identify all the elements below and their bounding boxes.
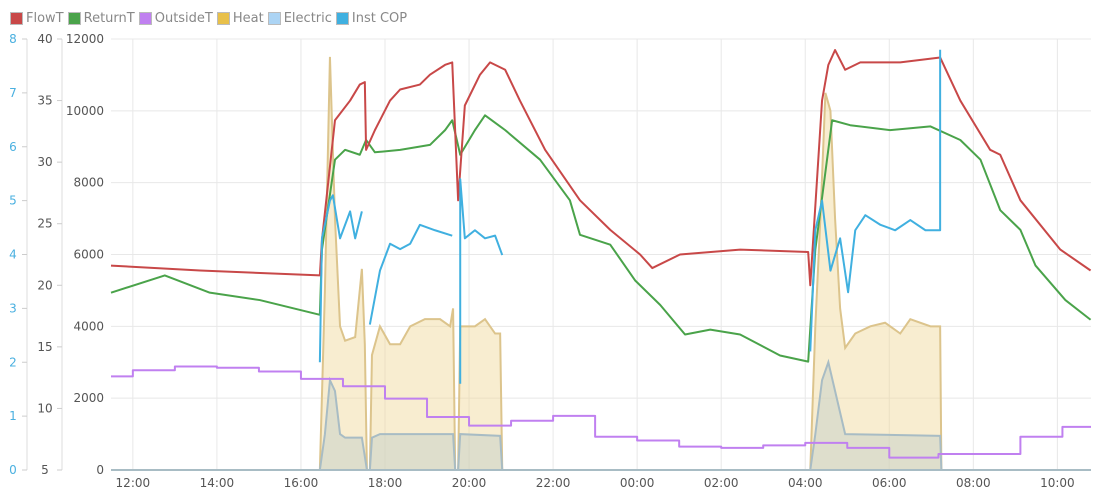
legend-label: Electric — [283, 11, 332, 26]
legend-item-returnt[interactable]: ReturnT — [67, 11, 135, 26]
legend-item-outsidet[interactable]: OutsideT — [138, 11, 213, 26]
temp-tick-label: 5 — [41, 463, 49, 477]
legend-swatch — [335, 12, 349, 25]
temp-tick-label: 15 — [37, 340, 52, 354]
x-tick-label: 16:00 — [284, 476, 319, 490]
cop-tick-label: 3 — [9, 301, 17, 315]
legend-label: OutsideT — [154, 11, 213, 26]
cop-tick-label: 1 — [9, 409, 17, 423]
temp-tick-label: 35 — [37, 94, 52, 108]
legend-label: Inst COP — [351, 11, 408, 26]
x-tick-label: 12:00 — [116, 476, 151, 490]
cop-tick-label: 4 — [9, 248, 17, 262]
cop-tick-label: 8 — [9, 32, 17, 46]
x-tick-label: 10:00 — [1040, 476, 1075, 490]
power-tick-label: 2000 — [73, 391, 104, 405]
cop-tick-label: 7 — [9, 86, 17, 100]
outsidet-line — [111, 365, 1091, 459]
power-tick-label: 4000 — [73, 319, 104, 333]
power-tick-label: 12000 — [66, 32, 104, 46]
temp-tick-label: 10 — [37, 401, 52, 415]
legend-item-heat[interactable]: Heat — [216, 11, 264, 26]
legend-swatch — [267, 12, 281, 25]
x-tick-label: 22:00 — [536, 476, 571, 490]
legend-swatch — [138, 12, 152, 25]
inst-cop-line — [318, 49, 942, 384]
flowt-line — [110, 49, 1092, 287]
power-tick-label: 6000 — [73, 248, 104, 262]
legend-label: Heat — [232, 11, 264, 26]
cop-tick-label: 2 — [9, 355, 17, 369]
cop-tick-label: 5 — [9, 194, 17, 208]
heat-area — [111, 56, 1091, 471]
legend-item-electric[interactable]: Electric — [267, 11, 332, 26]
temp-tick-label: 20 — [37, 278, 52, 292]
x-tick-label: 18:00 — [368, 476, 403, 490]
legend-swatch — [10, 12, 23, 25]
temp-tick-label: 40 — [37, 32, 52, 46]
legend-item-flowt[interactable]: FlowT — [10, 11, 64, 26]
x-tick-label: 14:00 — [200, 476, 235, 490]
power-tick-label: 10000 — [66, 104, 104, 118]
power-tick-label: 0 — [96, 463, 104, 477]
x-tick-label: 08:00 — [956, 476, 991, 490]
x-tick-label: 00:00 — [620, 476, 655, 490]
legend: FlowT ReturnT OutsideT Heat Electric Inst COP — [10, 11, 407, 26]
temp-tick-label: 25 — [37, 217, 52, 231]
x-tick-label: 20:00 — [452, 476, 487, 490]
legend-label: FlowT — [26, 11, 64, 26]
legend-swatch — [216, 12, 230, 25]
cop-tick-label: 0 — [9, 463, 17, 477]
power-tick-label: 8000 — [73, 176, 104, 190]
returnt-line — [110, 114, 1092, 363]
legend-label: ReturnT — [83, 11, 135, 26]
temp-tick-label: 30 — [37, 155, 52, 169]
legend-swatch — [67, 12, 81, 25]
x-tick-label: 04:00 — [788, 476, 823, 490]
legend-item-inst-cop[interactable]: Inst COP — [335, 11, 408, 26]
cop-tick-label: 6 — [9, 140, 17, 154]
x-tick-label: 06:00 — [872, 476, 907, 490]
x-tick-label: 02:00 — [704, 476, 739, 490]
